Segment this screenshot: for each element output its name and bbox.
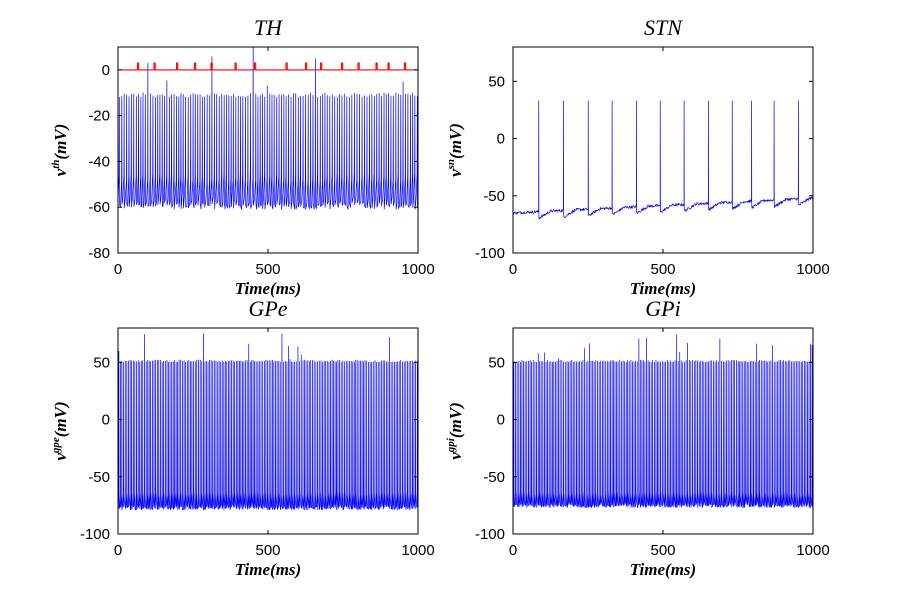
gpi-ylabel-base: v	[446, 452, 465, 460]
th-ylabel-unit: (mV)	[51, 124, 70, 160]
gpi-title: GPi	[645, 296, 680, 321]
th-ylabel-base: v	[51, 168, 70, 176]
stn-axes-box	[512, 46, 814, 254]
stn-series-0-line	[513, 87, 813, 220]
th-xtick-label: 1000	[401, 261, 434, 278]
stn-plot-area	[513, 87, 813, 220]
stn-xlabel: Time(ms)	[630, 279, 696, 298]
gpe-xtick-label: 500	[255, 542, 280, 559]
gpi-xtick-label: 0	[509, 542, 517, 559]
gpi-ytick-label: -100	[475, 526, 505, 543]
stn-xtick-label: 500	[650, 261, 675, 278]
th-ytick-label: -20	[88, 108, 110, 125]
th-axes-box	[117, 46, 419, 254]
th-ylabel: vth(mV)	[50, 124, 70, 177]
gpe-xtick-label: 0	[114, 542, 122, 559]
stn-ylabel: vsn(mV)	[445, 123, 465, 177]
gpe-ytick-label: 50	[93, 354, 110, 371]
th-ytick-label: -80	[88, 245, 110, 262]
stn-title: STN	[644, 15, 683, 40]
stn-ytick-label: 0	[497, 131, 505, 148]
stn-ylabel-sup: sn	[445, 159, 457, 170]
gpe-series-0-line	[118, 333, 418, 511]
gpi-plot-area	[513, 334, 813, 509]
th-series-0-line	[118, 47, 418, 210]
gpi-ytick-label: 0	[497, 412, 505, 429]
gpi-xlabel: Time(ms)	[630, 560, 696, 579]
stn-ylabel-unit: (mV)	[446, 123, 465, 159]
gpe-ytick-label: -100	[80, 526, 110, 543]
gpi-series-0-line	[513, 334, 813, 509]
th-title: TH	[254, 15, 283, 40]
gpi-ytick-label: 50	[488, 354, 505, 371]
th-xtick-label: 0	[114, 261, 122, 278]
gpi-xtick-label: 1000	[796, 542, 829, 559]
th-plot-area	[118, 47, 418, 210]
gpi-ylabel: vgpi(mV)	[445, 402, 465, 460]
gpe-xtick-label: 1000	[401, 542, 434, 559]
panel-th: 0 500 1000 0 -20 -40 -60 -80 TH Time(ms) vth(mV)	[50, 15, 435, 298]
gpe-ylabel: vgpe(mV)	[50, 401, 70, 460]
stn-ytick-label: -100	[475, 245, 505, 262]
gpi-ytick-label: -50	[483, 469, 505, 486]
gpi-ylabel-unit: (mV)	[446, 402, 465, 438]
gpe-ytick-label: -50	[88, 469, 110, 486]
th-ylabel-sup: th	[50, 160, 62, 169]
stn-xtick-label: 1000	[796, 261, 829, 278]
gpe-title: GPe	[248, 296, 287, 321]
gpe-ylabel-base: v	[51, 453, 70, 461]
stn-ytick-label: 50	[488, 73, 505, 90]
gpe-plot-area	[118, 333, 418, 511]
gpi-ylabel-sup: gpi	[445, 437, 457, 453]
th-ytick-label: -60	[88, 199, 110, 216]
stn-ylabel-base: v	[446, 169, 465, 177]
th-series-1-line	[118, 62, 418, 71]
gpe-ylabel-unit: (mV)	[51, 401, 70, 437]
th-ytick-label: -40	[88, 153, 110, 170]
th-xlabel: Time(ms)	[235, 279, 301, 298]
stn-ytick-label: -50	[483, 188, 505, 205]
gpe-ytick-label: 0	[102, 412, 110, 429]
gpe-ylabel-sup: gpe	[50, 437, 62, 454]
th-xtick-label: 500	[255, 261, 280, 278]
gpi-xtick-label: 500	[650, 542, 675, 559]
th-ytick-label: 0	[102, 62, 110, 79]
stn-xtick-label: 0	[509, 261, 517, 278]
gpe-xlabel: Time(ms)	[235, 560, 301, 579]
